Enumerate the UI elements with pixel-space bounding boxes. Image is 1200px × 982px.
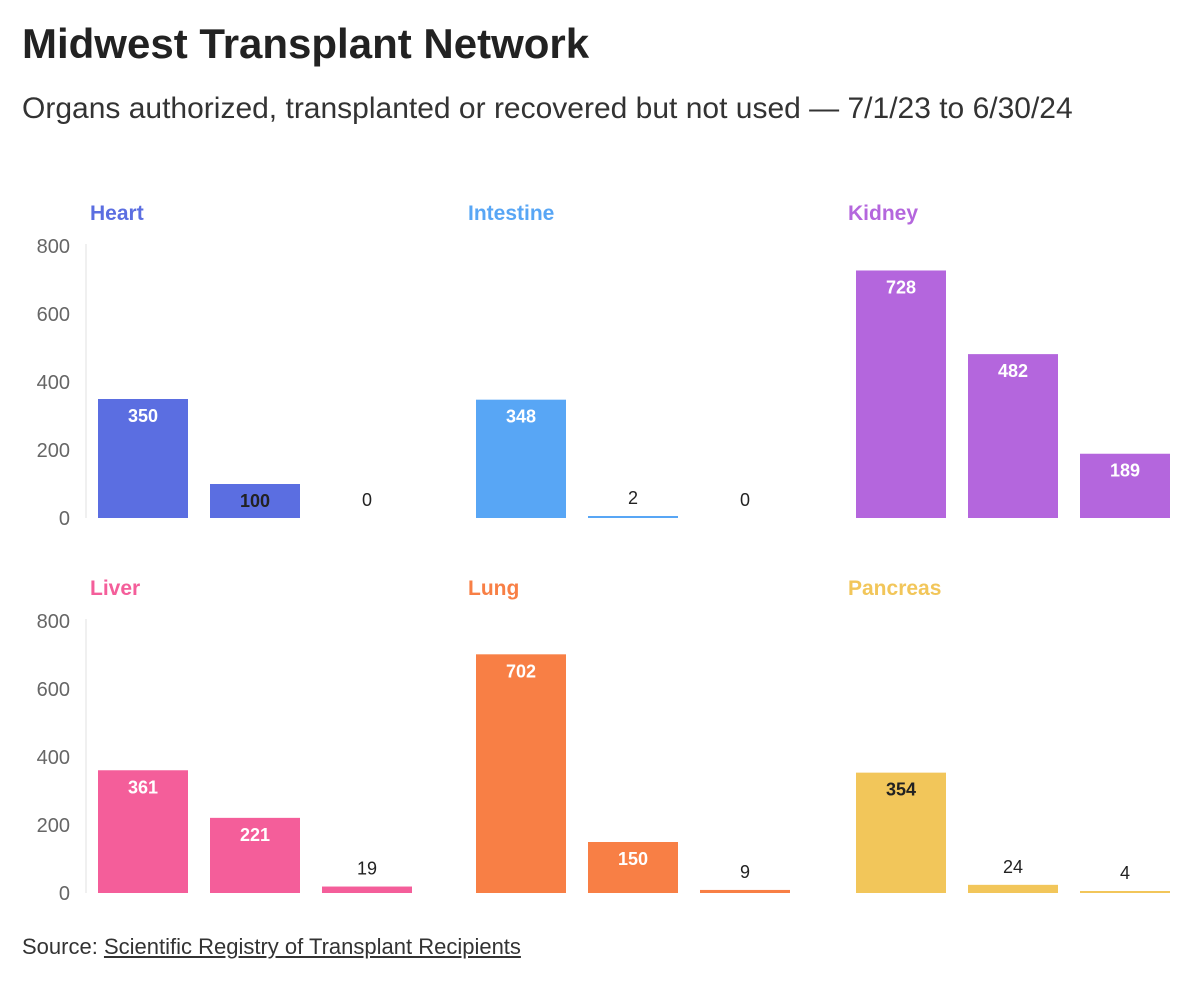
heart-bar-value-label: 350 bbox=[128, 406, 158, 426]
liver-panel-title: Liver bbox=[90, 577, 140, 600]
liver-bar-value-label: 19 bbox=[357, 859, 377, 879]
heart-y-tick-label: 200 bbox=[37, 440, 70, 462]
intestine-bar bbox=[588, 516, 678, 518]
source-note: Source: Scientific Registry of Transplan… bbox=[22, 934, 521, 960]
liver-y-tick-label: 0 bbox=[59, 883, 70, 905]
kidney-bar bbox=[1080, 453, 1170, 518]
kidney-bar-value-label: 189 bbox=[1110, 461, 1140, 481]
liver-y-tick-label: 600 bbox=[37, 679, 70, 701]
liver-bar bbox=[322, 886, 412, 893]
heart-bar-value-label: 0 bbox=[362, 490, 372, 510]
intestine-panel-title: Intestine bbox=[468, 202, 554, 225]
lung-bar-value-label: 150 bbox=[618, 849, 648, 869]
pancreas-bar-value-label: 4 bbox=[1120, 863, 1130, 883]
source-label: Source: bbox=[22, 934, 98, 959]
pancreas-panel-title: Pancreas bbox=[848, 577, 941, 600]
lung-bar bbox=[476, 654, 566, 893]
intestine-bar-value-label: 0 bbox=[740, 490, 750, 510]
heart-y-tick-label: 800 bbox=[37, 236, 70, 258]
heart-bar-value-label: 100 bbox=[240, 491, 270, 511]
kidney-bar bbox=[856, 270, 946, 518]
heart-panel-title: Heart bbox=[90, 202, 144, 225]
intestine-bar-value-label: 348 bbox=[506, 407, 536, 427]
liver-y-tick-label: 400 bbox=[37, 747, 70, 769]
liver-y-tick-label: 200 bbox=[37, 815, 70, 837]
heart-y-tick-label: 600 bbox=[37, 304, 70, 326]
liver-bar bbox=[210, 817, 300, 893]
liver-bar-value-label: 361 bbox=[128, 777, 158, 797]
pancreas-bar-value-label: 354 bbox=[886, 780, 916, 800]
pancreas-bar bbox=[1080, 891, 1170, 893]
heart-y-tick-label: 0 bbox=[59, 508, 70, 530]
lung-panel-title: Lung bbox=[468, 577, 519, 600]
kidney-bar-value-label: 482 bbox=[998, 361, 1028, 381]
lung-bar bbox=[700, 889, 790, 893]
pancreas-bar-value-label: 24 bbox=[1003, 857, 1023, 877]
intestine-bar-value-label: 2 bbox=[628, 488, 638, 508]
lung-bar-value-label: 9 bbox=[740, 862, 750, 882]
chart-title: Midwest Transplant Network bbox=[22, 20, 590, 67]
kidney-bar bbox=[968, 354, 1058, 518]
liver-bar-value-label: 221 bbox=[240, 825, 270, 845]
heart-bar bbox=[98, 399, 188, 518]
liver-bar bbox=[98, 770, 188, 893]
kidney-panel-title: Kidney bbox=[848, 202, 918, 225]
kidney-bar-value-label: 728 bbox=[886, 277, 916, 297]
intestine-bar bbox=[476, 399, 566, 518]
source-link[interactable]: Scientific Registry of Transplant Recipi… bbox=[103, 934, 521, 959]
heart-y-tick-label: 400 bbox=[37, 372, 70, 394]
liver-y-tick-label: 800 bbox=[37, 611, 70, 633]
pancreas-bar bbox=[968, 884, 1058, 893]
lung-bar-value-label: 702 bbox=[506, 661, 536, 681]
chart-subtitle: Organs authorized, transplanted or recov… bbox=[22, 92, 1073, 125]
pancreas-bar bbox=[856, 772, 946, 893]
lung-bar bbox=[588, 842, 678, 893]
heart-bar bbox=[210, 484, 300, 518]
